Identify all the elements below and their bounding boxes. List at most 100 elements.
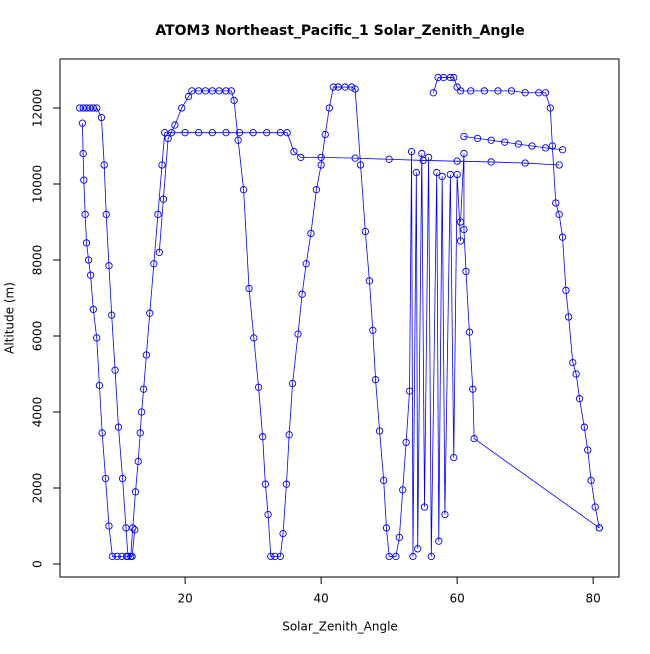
- data-point: [98, 429, 106, 437]
- data-point: [392, 552, 400, 561]
- data-point: [118, 552, 126, 561]
- data-point: [184, 92, 193, 101]
- data-point: [264, 510, 272, 519]
- data-point: [565, 313, 573, 321]
- data-point: [294, 330, 302, 338]
- data-point: [297, 153, 305, 162]
- data-point: [102, 210, 110, 219]
- data-point: [558, 146, 567, 154]
- data-point: [93, 104, 101, 112]
- data-point: [462, 267, 470, 276]
- data-point: [365, 277, 374, 285]
- plot-frame: [59, 58, 620, 578]
- data-point: [399, 486, 407, 494]
- x-tick-label: 80: [586, 592, 601, 606]
- data-point: [548, 142, 557, 150]
- data-point: [93, 334, 101, 342]
- data-point: [146, 309, 154, 317]
- data-point: [494, 87, 502, 95]
- data-point: [351, 85, 359, 93]
- data-point: [89, 104, 97, 112]
- data-point: [555, 210, 563, 219]
- data-point: [558, 233, 567, 241]
- data-point: [136, 429, 144, 437]
- data-point: [81, 210, 89, 219]
- data-point: [591, 503, 599, 511]
- data-point: [562, 286, 570, 295]
- data-point: [222, 129, 230, 137]
- data-point: [552, 199, 560, 207]
- data-point: [460, 225, 468, 234]
- data-point: [155, 248, 163, 257]
- data-point: [521, 159, 529, 167]
- data-point: [111, 366, 119, 374]
- data-point: [473, 134, 482, 143]
- data-point: [424, 153, 433, 162]
- data-point: [150, 260, 158, 268]
- data-point: [460, 149, 468, 158]
- data-point: [407, 148, 416, 156]
- data-point: [420, 503, 429, 511]
- data-point: [159, 195, 168, 203]
- data-point: [441, 510, 449, 519]
- data-point: [80, 176, 88, 184]
- data-point: [178, 104, 186, 112]
- data-point: [167, 129, 176, 137]
- x-tick-label: 60: [450, 592, 465, 606]
- data-point: [97, 113, 106, 122]
- data-point: [131, 526, 139, 534]
- x-axis-label: Solar_Zenith_Angle: [282, 620, 398, 634]
- data-point: [261, 480, 270, 488]
- data-point: [460, 132, 468, 141]
- data-point: [95, 381, 104, 390]
- data-point: [235, 129, 244, 137]
- data-point: [427, 552, 435, 561]
- data-point: [302, 260, 310, 268]
- data-point: [285, 431, 293, 439]
- data-point: [433, 168, 441, 177]
- data-point: [267, 552, 275, 561]
- data-point: [249, 129, 257, 137]
- data-point: [290, 148, 298, 156]
- data-point: [507, 87, 516, 95]
- data-point: [446, 73, 454, 82]
- data-point: [375, 427, 384, 435]
- data-point: [317, 153, 325, 162]
- data-point: [480, 87, 489, 95]
- data-line: [158, 86, 461, 557]
- data-point: [429, 89, 437, 97]
- data-point: [405, 387, 414, 395]
- data-point: [122, 552, 131, 561]
- data-point: [414, 545, 422, 553]
- data-point: [129, 524, 137, 532]
- data-point: [171, 121, 179, 129]
- data-point: [575, 395, 584, 403]
- data-point: [470, 434, 478, 443]
- data-point: [456, 87, 465, 95]
- data-point: [137, 408, 146, 416]
- data-point: [227, 87, 236, 95]
- chart-title: ATOM3 Northeast_Pacific_1 Solar_Zenith_A…: [155, 23, 524, 39]
- data-point: [105, 522, 113, 530]
- data-point: [259, 433, 267, 441]
- data-point: [501, 138, 509, 146]
- data-point: [108, 311, 116, 319]
- data-point: [487, 136, 495, 144]
- data-point: [528, 142, 536, 150]
- x-tick-label: 40: [313, 592, 328, 606]
- data-point: [434, 73, 442, 82]
- data-point: [134, 457, 142, 466]
- data-point: [86, 271, 95, 279]
- data-point: [283, 129, 291, 137]
- data-point: [84, 256, 93, 264]
- data-point: [307, 229, 315, 238]
- data-point: [456, 237, 465, 245]
- data-point: [450, 73, 458, 82]
- data-point: [465, 328, 474, 336]
- data-point: [361, 227, 369, 236]
- data-point: [587, 476, 595, 485]
- data-line: [463, 136, 563, 151]
- data-point: [245, 284, 253, 293]
- y-tick-label: 10000: [31, 165, 45, 203]
- data-point: [595, 524, 603, 532]
